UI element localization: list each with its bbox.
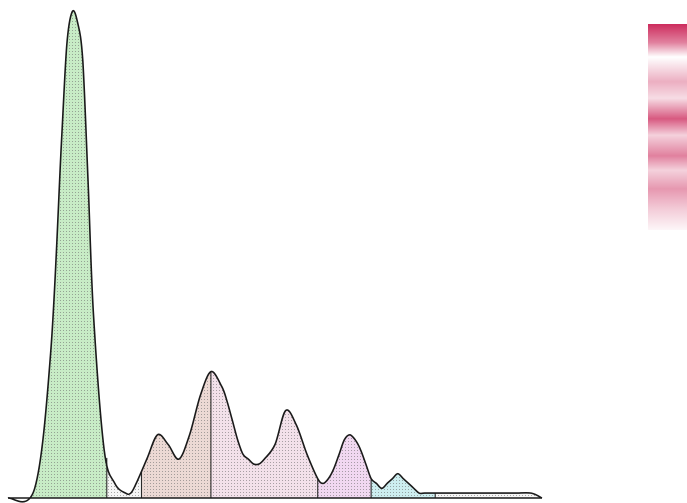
fraction-region xyxy=(317,12,372,498)
fraction-region xyxy=(141,12,211,498)
fraction-region xyxy=(210,12,318,498)
fraction-region xyxy=(8,12,107,498)
fraction-region xyxy=(435,12,542,498)
fraction-region xyxy=(371,12,436,498)
densitometry-curve xyxy=(7,9,543,503)
electrophoresis-band-strip xyxy=(648,24,687,230)
fraction-fill-layer xyxy=(8,12,542,498)
fraction-region xyxy=(106,12,142,498)
